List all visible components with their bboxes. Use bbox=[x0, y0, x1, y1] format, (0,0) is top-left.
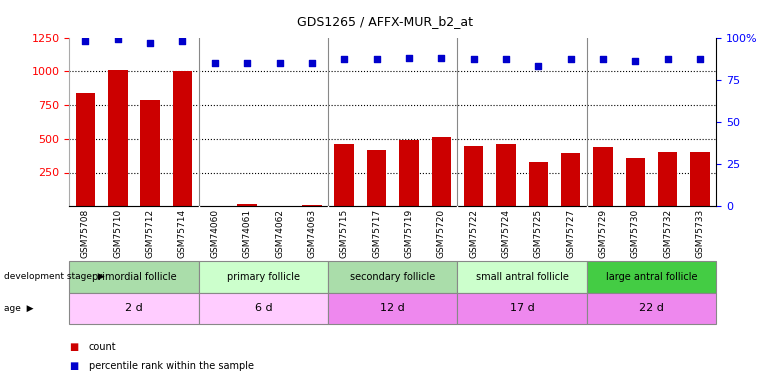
Text: small antral follicle: small antral follicle bbox=[476, 272, 568, 282]
Text: GSM74062: GSM74062 bbox=[275, 209, 284, 258]
Bar bbox=[399, 140, 419, 206]
Text: GSM75722: GSM75722 bbox=[469, 209, 478, 258]
Point bbox=[144, 40, 156, 46]
Text: count: count bbox=[89, 342, 116, 352]
Point bbox=[176, 38, 189, 44]
Bar bbox=[172, 71, 192, 206]
Text: 6 d: 6 d bbox=[255, 303, 272, 313]
Point bbox=[112, 36, 124, 42]
Text: GSM75717: GSM75717 bbox=[372, 209, 381, 258]
Text: GSM74060: GSM74060 bbox=[210, 209, 219, 258]
Text: GSM74063: GSM74063 bbox=[307, 209, 316, 258]
Text: GSM75727: GSM75727 bbox=[566, 209, 575, 258]
Text: 12 d: 12 d bbox=[380, 303, 405, 313]
Bar bbox=[561, 153, 581, 206]
Text: 2 d: 2 d bbox=[125, 303, 143, 313]
Point bbox=[403, 55, 415, 61]
Text: 17 d: 17 d bbox=[510, 303, 534, 313]
Bar bbox=[367, 150, 387, 206]
Text: ■: ■ bbox=[69, 361, 79, 370]
Bar bbox=[328, 292, 457, 324]
Text: primary follicle: primary follicle bbox=[227, 272, 300, 282]
Bar bbox=[302, 205, 322, 206]
Text: GSM75730: GSM75730 bbox=[631, 209, 640, 258]
Point bbox=[694, 56, 706, 62]
Point bbox=[661, 56, 674, 62]
Text: GSM75708: GSM75708 bbox=[81, 209, 90, 258]
Bar bbox=[457, 292, 587, 324]
Text: GSM75710: GSM75710 bbox=[113, 209, 122, 258]
Text: GSM75715: GSM75715 bbox=[340, 209, 349, 258]
Bar bbox=[328, 261, 457, 292]
Bar bbox=[464, 146, 484, 206]
Point bbox=[79, 38, 92, 44]
Text: ■: ■ bbox=[69, 342, 79, 352]
Bar bbox=[237, 204, 257, 206]
Bar bbox=[496, 144, 516, 206]
Point bbox=[435, 55, 447, 61]
Text: secondary follicle: secondary follicle bbox=[350, 272, 435, 282]
Text: large antral follicle: large antral follicle bbox=[606, 272, 697, 282]
Text: GDS1265 / AFFX-MUR_b2_at: GDS1265 / AFFX-MUR_b2_at bbox=[297, 15, 473, 28]
Bar bbox=[457, 261, 587, 292]
Bar bbox=[625, 158, 645, 206]
Bar bbox=[199, 261, 328, 292]
Point bbox=[467, 56, 480, 62]
Text: percentile rank within the sample: percentile rank within the sample bbox=[89, 361, 253, 370]
Point bbox=[532, 63, 544, 69]
Text: GSM75714: GSM75714 bbox=[178, 209, 187, 258]
Point bbox=[306, 60, 318, 66]
Bar bbox=[75, 93, 95, 206]
Bar bbox=[587, 261, 716, 292]
Text: GSM74061: GSM74061 bbox=[243, 209, 252, 258]
Point bbox=[241, 60, 253, 66]
Point bbox=[500, 56, 512, 62]
Text: 22 d: 22 d bbox=[639, 303, 664, 313]
Point bbox=[338, 56, 350, 62]
Bar bbox=[593, 147, 613, 206]
Text: GSM75719: GSM75719 bbox=[404, 209, 413, 258]
Bar bbox=[528, 162, 548, 206]
Point bbox=[629, 58, 641, 64]
Text: GSM75720: GSM75720 bbox=[437, 209, 446, 258]
Bar bbox=[658, 152, 678, 206]
Text: GSM75724: GSM75724 bbox=[501, 209, 511, 258]
Point bbox=[564, 56, 577, 62]
Text: development stage  ▶: development stage ▶ bbox=[4, 272, 105, 281]
Bar bbox=[690, 152, 710, 206]
Point bbox=[597, 56, 609, 62]
Text: GSM75732: GSM75732 bbox=[663, 209, 672, 258]
Bar bbox=[69, 261, 199, 292]
Text: GSM75733: GSM75733 bbox=[695, 209, 705, 258]
Bar bbox=[431, 137, 451, 206]
Point bbox=[209, 60, 221, 66]
Bar bbox=[199, 292, 328, 324]
Bar bbox=[587, 292, 716, 324]
Text: primordial follicle: primordial follicle bbox=[92, 272, 176, 282]
Bar bbox=[69, 292, 199, 324]
Text: GSM75729: GSM75729 bbox=[598, 209, 608, 258]
Bar bbox=[334, 144, 354, 206]
Text: age  ▶: age ▶ bbox=[4, 304, 33, 313]
Bar bbox=[140, 100, 160, 206]
Text: GSM75712: GSM75712 bbox=[146, 209, 155, 258]
Bar bbox=[108, 70, 128, 206]
Point bbox=[273, 60, 286, 66]
Point bbox=[370, 56, 383, 62]
Text: GSM75725: GSM75725 bbox=[534, 209, 543, 258]
